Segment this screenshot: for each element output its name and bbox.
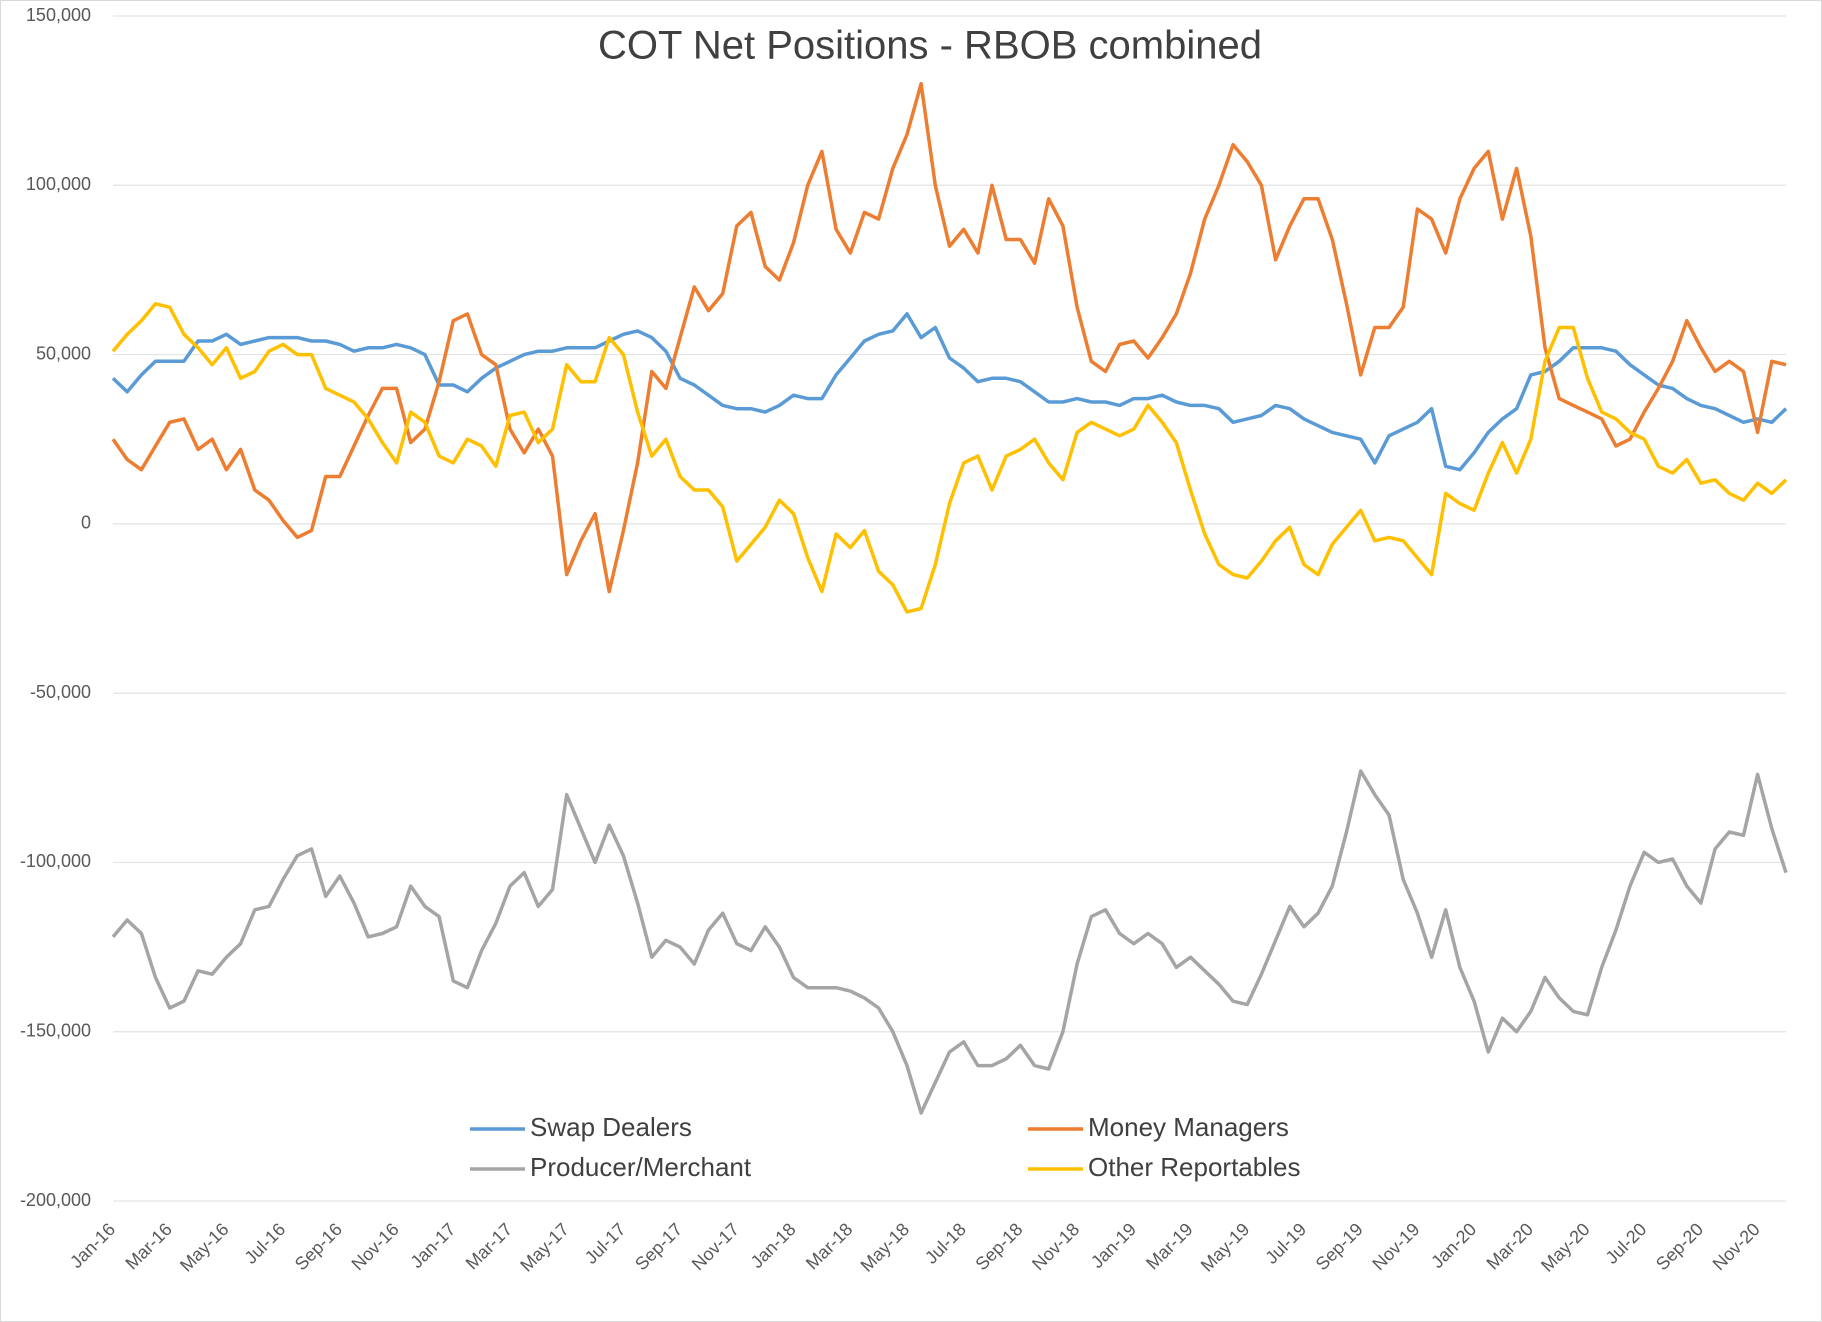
- series-line: [111, 302, 1788, 614]
- legend-label: Producer/Merchant: [530, 1152, 752, 1182]
- chart-title: COT Net Positions - RBOB combined: [598, 24, 1262, 68]
- series-line: [111, 769, 1788, 1115]
- y-tick-label: -50,000: [30, 682, 91, 702]
- y-tick-label: -100,000: [20, 851, 91, 871]
- legend-label: Swap Dealers: [530, 1112, 692, 1142]
- y-tick-label: 150,000: [26, 5, 91, 25]
- legend-label: Money Managers: [1088, 1112, 1289, 1142]
- y-tick-label: -150,000: [20, 1020, 91, 1040]
- y-tick-label: 0: [81, 513, 91, 533]
- legend-label: Other Reportables: [1088, 1152, 1300, 1182]
- series-line: [111, 312, 1788, 472]
- series-line: [111, 81, 1787, 594]
- y-tick-label: 100,000: [26, 174, 91, 194]
- y-tick-label: 50,000: [36, 343, 91, 363]
- y-tick-label: -200,000: [20, 1190, 91, 1210]
